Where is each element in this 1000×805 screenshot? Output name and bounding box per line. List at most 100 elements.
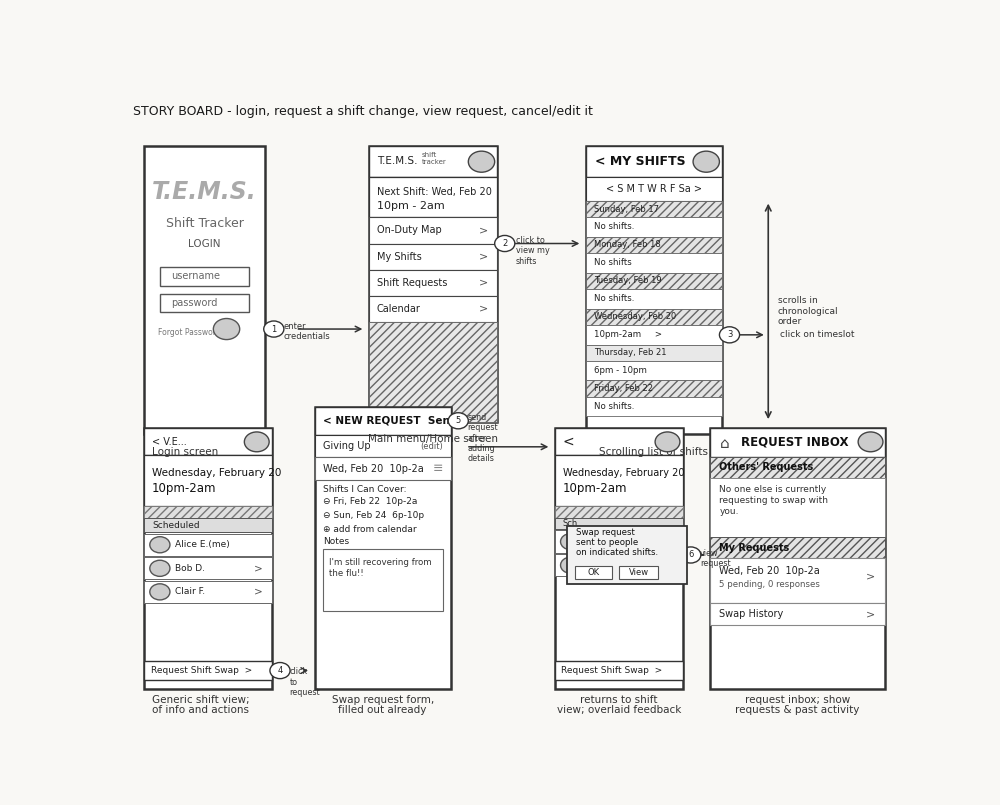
Bar xyxy=(144,534,272,556)
Text: On-Duty Map: On-Duty Map xyxy=(377,225,442,236)
Text: Giving Up: Giving Up xyxy=(323,441,370,451)
Text: Wed, Feb 20  10p-2a: Wed, Feb 20 10p-2a xyxy=(719,566,820,576)
Text: >: > xyxy=(254,564,263,573)
Text: Generic shift view;: Generic shift view; xyxy=(152,695,250,704)
Circle shape xyxy=(858,432,883,452)
Bar xyxy=(369,217,497,243)
Text: 10pm-2am     >: 10pm-2am > xyxy=(594,330,662,340)
Text: LOGIN: LOGIN xyxy=(188,239,221,250)
Text: ⌂: ⌂ xyxy=(719,436,729,451)
Text: Monday, Feb 18: Monday, Feb 18 xyxy=(594,241,661,250)
Text: Thursday, Feb 21: Thursday, Feb 21 xyxy=(594,349,666,357)
Text: sent to people: sent to people xyxy=(576,539,638,547)
Text: Wed, Feb 20  10p-2a: Wed, Feb 20 10p-2a xyxy=(323,464,423,473)
Bar xyxy=(710,428,885,688)
Circle shape xyxy=(655,432,680,452)
Text: Shift Requests: Shift Requests xyxy=(377,278,447,287)
Text: < V.E...: < V.E... xyxy=(152,437,187,447)
Text: >: > xyxy=(478,225,488,236)
Text: 5: 5 xyxy=(456,416,461,425)
Text: 4: 4 xyxy=(277,666,283,675)
Bar xyxy=(323,549,443,611)
Text: of info and actions: of info and actions xyxy=(152,704,249,715)
Bar xyxy=(555,456,683,506)
Text: Shifts I Can Cover:: Shifts I Can Cover: xyxy=(323,485,406,494)
Bar xyxy=(586,381,722,397)
Text: click to
view my
shifts: click to view my shifts xyxy=(516,236,549,266)
Text: (edit): (edit) xyxy=(420,442,443,451)
Bar xyxy=(369,177,497,217)
Bar xyxy=(144,580,272,603)
Text: Alice E.(me): Alice E.(me) xyxy=(175,540,230,549)
Text: Scrolling list of shifts: Scrolling list of shifts xyxy=(599,447,708,456)
Text: Login screen: Login screen xyxy=(152,447,218,456)
Bar xyxy=(369,270,497,295)
Bar xyxy=(555,518,683,529)
Circle shape xyxy=(213,319,240,340)
Bar xyxy=(144,518,272,532)
Bar xyxy=(315,407,450,688)
Text: Tuesday, Feb 19: Tuesday, Feb 19 xyxy=(594,276,662,286)
Circle shape xyxy=(468,151,495,172)
Text: send
request
after
adding
details: send request after adding details xyxy=(468,413,498,464)
Text: STORY BOARD - login, request a shift change, view request, cancel/edit it: STORY BOARD - login, request a shift cha… xyxy=(133,105,593,118)
Text: Friday, Feb 22: Friday, Feb 22 xyxy=(594,384,653,394)
Circle shape xyxy=(561,557,581,573)
Text: Others' Requests: Others' Requests xyxy=(719,462,814,473)
Text: Clair F.: Clair F. xyxy=(586,561,616,570)
Bar xyxy=(369,295,497,322)
Bar xyxy=(710,478,885,537)
Bar xyxy=(555,530,683,553)
Bar xyxy=(555,428,683,688)
Text: Main menu/Home screen: Main menu/Home screen xyxy=(368,435,498,444)
Text: My Shifts: My Shifts xyxy=(377,251,422,262)
Text: returns to shift: returns to shift xyxy=(580,695,658,704)
Text: My Requests: My Requests xyxy=(719,543,790,553)
Text: >: > xyxy=(866,572,875,582)
Text: Sch: Sch xyxy=(563,519,578,528)
Text: 1: 1 xyxy=(271,324,276,333)
Text: requests & past activity: requests & past activity xyxy=(735,704,860,715)
Bar xyxy=(710,603,885,625)
Text: Wednesday, February 20: Wednesday, February 20 xyxy=(152,468,282,478)
Circle shape xyxy=(244,432,269,452)
Bar xyxy=(369,147,497,177)
Bar xyxy=(144,428,272,456)
Circle shape xyxy=(270,663,290,679)
Text: Shift Tracker: Shift Tracker xyxy=(166,217,243,230)
Bar xyxy=(144,456,272,506)
Text: >: > xyxy=(665,560,674,570)
Text: Sunday, Feb 17: Sunday, Feb 17 xyxy=(594,204,659,213)
Bar xyxy=(555,506,683,518)
Text: < MY SHIFTS: < MY SHIFTS xyxy=(595,155,686,167)
Text: >: > xyxy=(478,278,488,287)
Text: the flu!!: the flu!! xyxy=(329,569,364,578)
Text: view
request: view request xyxy=(700,549,731,568)
Text: Scheduled: Scheduled xyxy=(152,521,200,530)
Bar xyxy=(369,243,497,270)
Bar xyxy=(555,554,683,576)
Circle shape xyxy=(719,327,740,343)
Text: T.E.M.S.: T.E.M.S. xyxy=(377,156,417,166)
Bar xyxy=(144,557,272,580)
Text: on indicated shifts.: on indicated shifts. xyxy=(576,548,658,557)
Text: 10pm-2am: 10pm-2am xyxy=(563,482,627,495)
Bar xyxy=(586,147,722,177)
Text: click
to
request: click to request xyxy=(289,667,320,697)
Text: < S M T W R F Sa >: < S M T W R F Sa > xyxy=(606,184,702,194)
Bar xyxy=(586,200,722,217)
Text: >: > xyxy=(866,609,875,619)
Bar xyxy=(144,661,272,680)
Text: 10pm-2am: 10pm-2am xyxy=(152,482,217,495)
Text: 2: 2 xyxy=(502,239,507,248)
Circle shape xyxy=(681,547,701,563)
Text: I'm still recovering from: I'm still recovering from xyxy=(329,558,431,568)
Text: View: View xyxy=(629,568,649,577)
Bar xyxy=(160,267,249,286)
Text: Swap request: Swap request xyxy=(576,528,635,538)
Bar xyxy=(586,217,722,237)
Text: Calendar: Calendar xyxy=(377,303,421,314)
Bar xyxy=(710,456,885,478)
Text: < NEW REQUEST  Send: < NEW REQUEST Send xyxy=(323,415,457,425)
Text: Forgot Password?: Forgot Password? xyxy=(158,328,225,336)
